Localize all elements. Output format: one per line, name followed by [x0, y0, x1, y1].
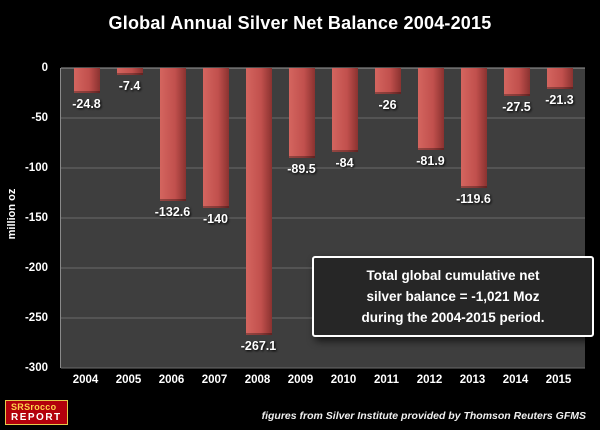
x-tick-label: 2015: [545, 374, 572, 386]
x-tick-label: 2012: [416, 374, 443, 386]
logo-line2: REPORT: [11, 412, 62, 423]
x-tick-label: 2007: [201, 374, 228, 386]
y-tick-label: -100: [24, 162, 48, 174]
x-tick-label: 2006: [158, 374, 185, 386]
y-tick-label: -200: [24, 262, 48, 274]
bar-2004: [73, 68, 100, 93]
bar-slot: -21.3: [538, 68, 581, 368]
y-tick-label: -50: [31, 112, 48, 124]
bar-slot: -132.6: [151, 68, 194, 368]
annotation-line: Total global cumulative net: [366, 268, 540, 283]
gridline: [61, 117, 585, 119]
bar-slot: -84: [323, 68, 366, 368]
x-tick-label: 2013: [459, 374, 486, 386]
bars-layer: -24.8 -7.4 -132.6 -140 -267.1 -89.5 -84 -26 -81.…: [61, 68, 585, 368]
y-tick-label: -300: [24, 362, 48, 374]
bar-slot: -89.5: [280, 68, 323, 368]
value-label: -84: [335, 156, 354, 170]
bar-2008: [245, 68, 272, 336]
srsrocco-report-logo: SRSrocco REPORT: [5, 400, 68, 425]
bar-slot: -7.4: [108, 68, 151, 368]
bar-2013: [460, 68, 487, 188]
bar-slot: -267.1: [237, 68, 280, 368]
bar-2009: [288, 68, 315, 158]
bar-slot: -140: [194, 68, 237, 368]
value-label: -140: [202, 212, 229, 226]
bar-2014: [503, 68, 530, 96]
gridline: [61, 167, 585, 169]
value-label: -267.1: [240, 339, 277, 354]
value-label: -27.5: [502, 99, 531, 114]
value-label: -24.8: [72, 96, 101, 111]
logo-line1: SRSrocco: [11, 402, 57, 412]
bar-2005: [116, 68, 143, 76]
annotation-line: silver balance = -1,021 Moz: [366, 289, 540, 304]
value-label: -81.9: [416, 153, 445, 168]
bar-slot: -27.5: [495, 68, 538, 368]
source-credit: figures from Silver Institute provided b…: [261, 410, 586, 422]
value-label: -7.4: [118, 79, 141, 94]
chart-title: Global Annual Silver Net Balance 2004-20…: [108, 13, 492, 33]
y-tick-label: 0: [41, 62, 48, 74]
annotation-box: Total global cumulative net silver balan…: [312, 256, 594, 337]
y-tick-label: -150: [24, 212, 48, 224]
y-tick-label: -250: [24, 312, 48, 324]
x-tick-label: 2005: [115, 374, 142, 386]
x-tick-label: 2008: [244, 374, 271, 386]
y-axis: 0 -50 -100 -150 -200 -250 -300: [0, 62, 54, 374]
x-tick-label: 2009: [287, 374, 314, 386]
bar-slot: -119.6: [452, 68, 495, 368]
bar-2010: [331, 68, 358, 152]
x-tick-label: 2010: [330, 374, 357, 386]
value-label: -89.5: [287, 161, 316, 176]
bar-2006: [159, 68, 186, 201]
x-tick-label: 2014: [502, 374, 529, 386]
value-label: -26: [378, 98, 397, 112]
value-label: -119.6: [456, 191, 491, 206]
bar-slot: -81.9: [409, 68, 452, 368]
gridline: [61, 367, 585, 369]
value-label: -21.3: [545, 93, 574, 108]
annotation-line: during the 2004-2015 period.: [361, 310, 545, 325]
value-label: -132.6: [154, 204, 191, 219]
bar-slot: -24.8: [65, 68, 108, 368]
x-tick-label: 2011: [374, 374, 399, 386]
bar-2007: [202, 68, 229, 208]
x-axis: 2004 2005 2006 2007 2008 2009 2010 2011 2012 2013…: [60, 374, 584, 386]
bar-slot: -26: [366, 68, 409, 368]
bar-2015: [546, 68, 573, 90]
bar-2011: [374, 68, 401, 94]
gridline: [61, 217, 585, 219]
x-tick-label: 2004: [72, 374, 99, 386]
gridline: [61, 67, 585, 69]
bar-2012: [417, 68, 444, 150]
